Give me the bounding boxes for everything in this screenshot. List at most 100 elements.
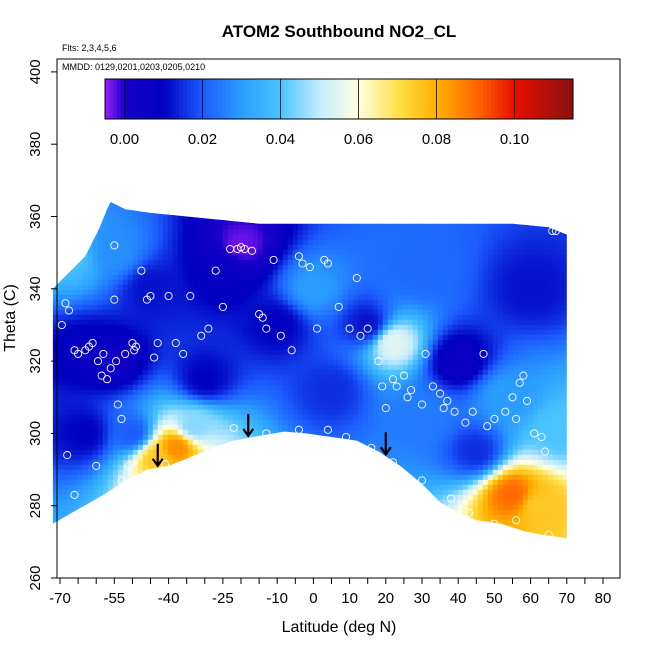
field-cell: [52, 204, 59, 211]
field-cell: [247, 334, 254, 341]
field-cell: [257, 524, 264, 531]
field-cell: [147, 309, 154, 316]
field-cell: [402, 244, 409, 251]
field-cell: [277, 214, 284, 221]
field-cell: [357, 474, 364, 481]
field-cell: [292, 244, 299, 251]
field-cell: [288, 195, 294, 201]
field-cell: [202, 359, 209, 366]
field-cell: [218, 540, 224, 546]
field-cell: [302, 459, 309, 466]
field-cell: [162, 279, 169, 286]
field-cell: [267, 449, 274, 456]
field-cell: [172, 394, 179, 401]
field-cell: [337, 374, 344, 381]
field-cell: [132, 429, 139, 436]
field-cell: [252, 304, 259, 311]
field-cell: [267, 484, 274, 491]
field-cell: [217, 369, 224, 376]
field-cell: [352, 229, 359, 236]
field-cell: [197, 334, 204, 341]
field-cell: [147, 219, 154, 226]
field-cell: [292, 344, 299, 351]
field-cell: [372, 299, 379, 306]
field-cell: [212, 499, 219, 506]
field-cell: [382, 334, 389, 341]
field-cell: [317, 379, 324, 386]
field-cell: [322, 319, 329, 326]
field-cell: [167, 334, 174, 341]
field-cell: [267, 329, 274, 336]
field-cell: [292, 414, 299, 421]
field-cell: [152, 484, 159, 491]
field-cell: [277, 249, 284, 256]
field-cell: [92, 379, 99, 386]
field-cell: [212, 379, 219, 386]
field-cell: [317, 474, 324, 481]
field-cell: [257, 394, 264, 401]
field-cell: [187, 329, 194, 336]
field-cell: [237, 419, 244, 426]
field-cell: [52, 499, 59, 506]
field-cell: [392, 304, 399, 311]
field-cell: [312, 484, 319, 491]
field-cell: [377, 254, 384, 261]
field-cell: [347, 254, 354, 261]
field-cell: [372, 339, 379, 346]
field-cell: [332, 499, 339, 506]
field-cell: [67, 444, 74, 451]
field-cell: [102, 469, 109, 476]
field-cell: [357, 204, 364, 211]
field-cell: [57, 369, 64, 376]
field-cell: [87, 269, 94, 276]
field-cell: [117, 249, 124, 256]
field-cell: [107, 449, 114, 456]
field-cell: [92, 394, 99, 401]
field-cell: [157, 359, 164, 366]
field-cell: [347, 284, 354, 291]
field-cell: [192, 464, 199, 471]
field-cell: [397, 344, 404, 351]
field-cell: [337, 239, 344, 246]
field-cell: [72, 354, 79, 361]
field-cell: [162, 299, 169, 306]
field-cell: [392, 224, 399, 231]
field-cell: [282, 444, 289, 451]
field-cell: [362, 469, 369, 476]
field-cell: [307, 354, 314, 361]
field-cell: [208, 540, 214, 546]
field-cell: [177, 439, 184, 446]
field-cell: [332, 464, 339, 471]
field-cell: [282, 339, 289, 346]
field-cell: [337, 289, 344, 296]
field-cell: [112, 344, 119, 351]
field-cell: [392, 324, 399, 331]
field-cell: [132, 384, 139, 391]
field-cell: [292, 349, 299, 356]
field-cell: [87, 404, 94, 411]
field-cell: [167, 219, 174, 226]
field-cell: [277, 219, 284, 226]
field-cell: [167, 474, 174, 481]
field-cell: [392, 439, 399, 446]
field-cell: [177, 429, 184, 436]
field-cell: [387, 284, 394, 291]
field-cell: [247, 379, 254, 386]
field-cell: [242, 354, 249, 361]
field-cell: [352, 329, 359, 336]
field-cell: [272, 354, 279, 361]
field-cell: [237, 219, 244, 226]
field-cell: [102, 474, 109, 481]
field-cell: [232, 409, 239, 416]
field-cell: [327, 254, 334, 261]
field-cell: [212, 299, 219, 306]
field-cell: [307, 294, 314, 301]
field-cell: [377, 219, 384, 226]
field-cell: [187, 409, 194, 416]
field-cell: [287, 514, 294, 521]
field-cell: [167, 519, 174, 526]
field-cell: [327, 434, 334, 441]
field-cell: [232, 444, 239, 451]
field-cell: [212, 279, 219, 286]
field-cell: [242, 219, 249, 226]
